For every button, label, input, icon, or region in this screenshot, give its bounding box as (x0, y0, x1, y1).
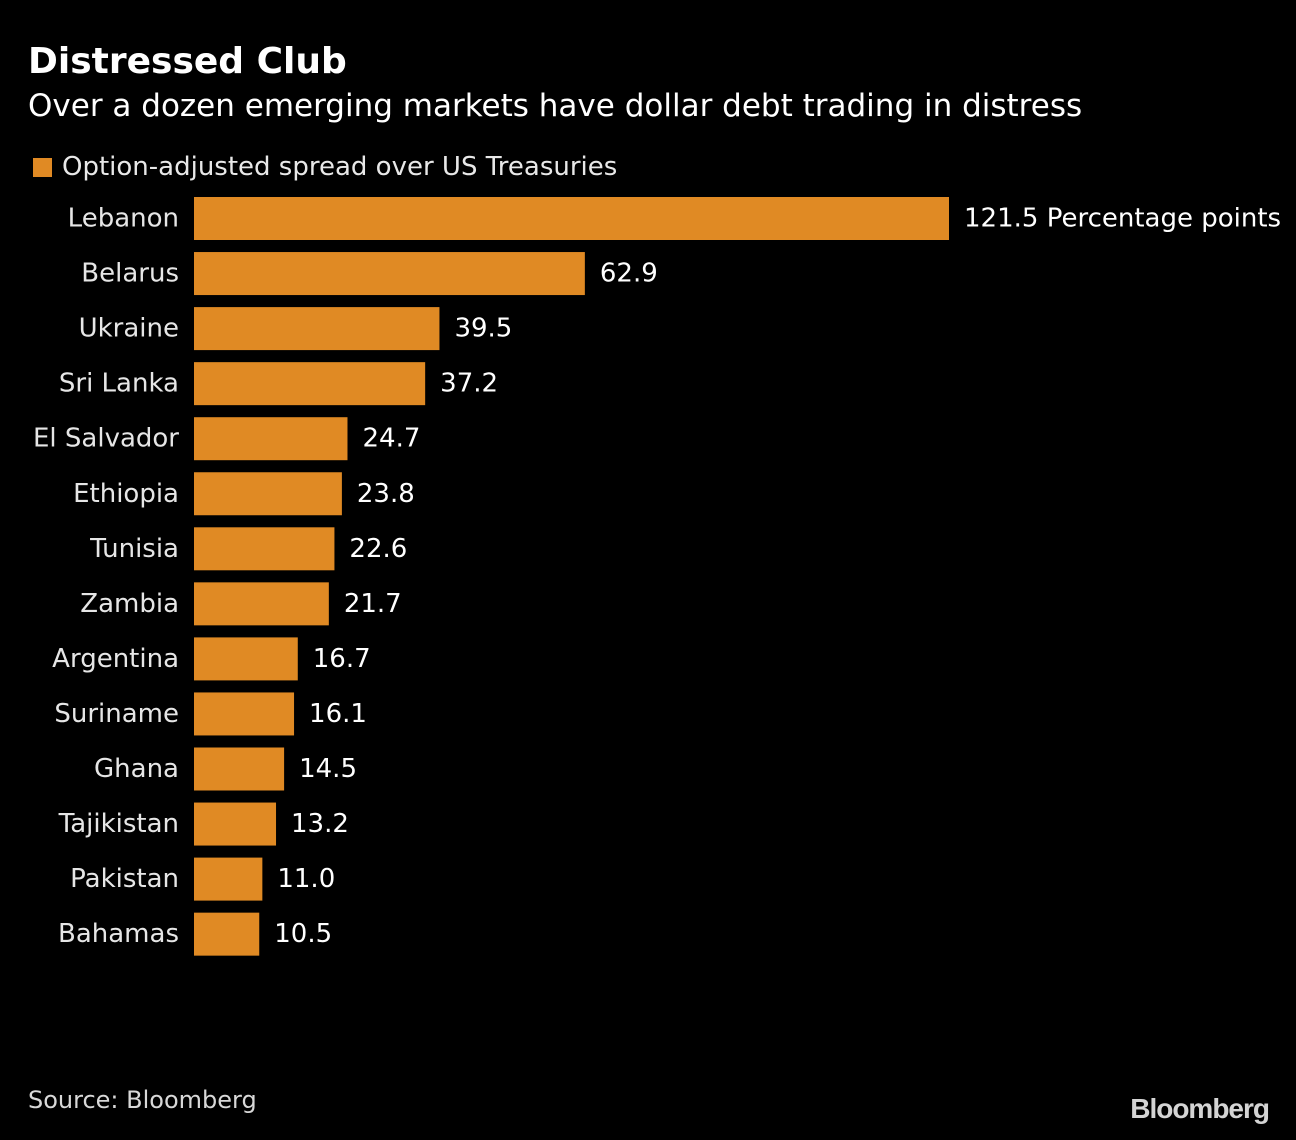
value-label: 24.7 (362, 424, 420, 454)
value-label: 14.5 (299, 754, 357, 784)
category-label: Ghana (94, 754, 179, 784)
bar (194, 637, 298, 681)
bar (194, 747, 285, 791)
category-label: Lebanon (68, 204, 179, 234)
value-label: 37.2 (440, 369, 498, 399)
bloomberg-logo: Bloomberg (1130, 1093, 1270, 1124)
chart-title: Distressed Club (28, 41, 347, 82)
category-label: El Salvador (33, 424, 179, 454)
category-label: Pakistan (70, 864, 179, 894)
value-label: 62.9 (600, 259, 658, 289)
chart-subtitle: Over a dozen emerging markets have dolla… (28, 88, 1083, 124)
value-label: 16.1 (309, 699, 367, 729)
value-label: 10.5 (274, 919, 332, 949)
bar (194, 527, 335, 571)
source-note: Source: Bloomberg (28, 1086, 257, 1114)
bar (194, 362, 426, 406)
bar (194, 912, 260, 956)
category-label: Sri Lanka (59, 369, 179, 399)
bar (194, 472, 342, 516)
category-label: Tajikistan (58, 809, 179, 839)
bar (194, 307, 440, 351)
category-label: Belarus (81, 259, 179, 289)
bar-chart: Lebanon 121.5 Percentage points Belarus 62.… (33, 197, 1281, 956)
category-label: Bahamas (58, 919, 179, 949)
value-label: 39.5 (454, 314, 512, 344)
value-label: 13.2 (291, 809, 349, 839)
legend-swatch (33, 157, 52, 177)
category-label: Suriname (54, 699, 179, 729)
value-label: 22.6 (349, 534, 407, 564)
value-label: 11.0 (277, 864, 335, 894)
value-label: 23.8 (357, 479, 415, 509)
category-label: Ukraine (79, 314, 179, 344)
value-label: 21.7 (344, 589, 402, 619)
category-label: Argentina (52, 644, 179, 674)
legend-label: Option-adjusted spread over US Treasurie… (62, 152, 618, 182)
bar (194, 692, 295, 736)
bar (194, 252, 585, 296)
bar (194, 802, 277, 846)
value-label: 16.7 (313, 644, 371, 674)
bar (194, 197, 949, 240)
category-label: Ethiopia (73, 479, 179, 509)
bar (194, 417, 348, 461)
bar (194, 582, 329, 626)
category-label: Zambia (80, 589, 179, 619)
category-label: Tunisia (89, 534, 179, 564)
bar (194, 857, 263, 901)
value-label: 121.5 Percentage points (964, 204, 1281, 234)
legend: Option-adjusted spread over US Treasurie… (33, 150, 617, 184)
